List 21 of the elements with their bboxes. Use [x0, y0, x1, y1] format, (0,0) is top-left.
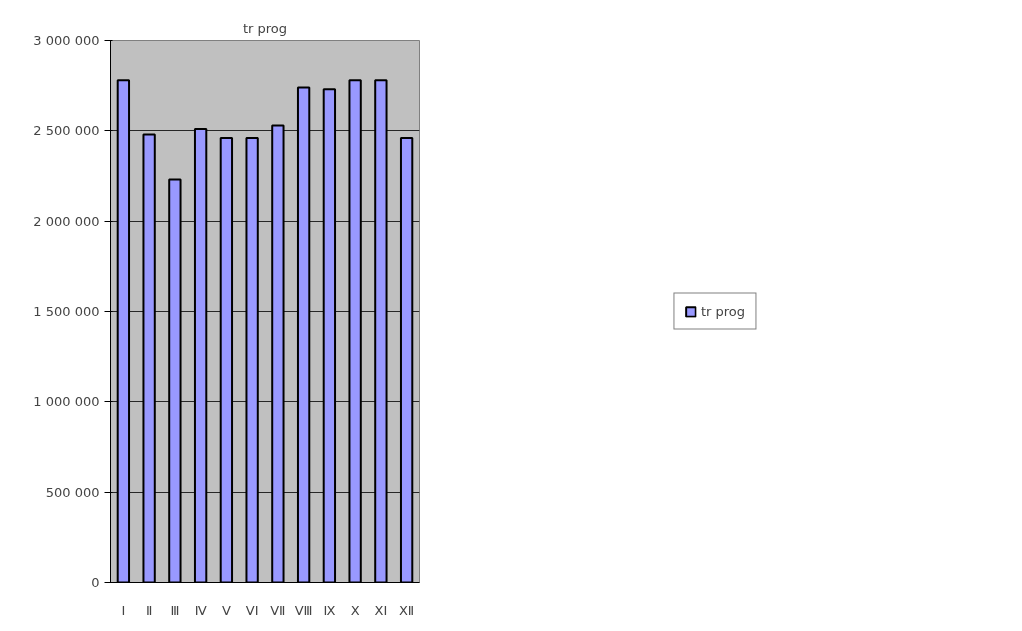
y-tick-label: 500 000 — [45, 484, 100, 500]
chart-title: tr prog — [242, 20, 288, 36]
y-tick-label: 1 500 000 — [33, 304, 100, 319]
x-tick-label: X — [350, 602, 360, 618]
x-tick-label: Ⅱ — [145, 602, 153, 618]
y-tick-label: 2 500 000 — [33, 123, 100, 139]
x-tick-label: V — [221, 602, 231, 618]
x-tick-label: VⅡ — [270, 602, 286, 618]
x-tick-label: VⅢ — [294, 602, 313, 618]
x-tick-label: Ⅲ — [170, 602, 180, 618]
x-tick-label: Ⅳ — [194, 602, 207, 618]
x-tick-label: XⅡ — [398, 602, 415, 618]
y-tick-label: 1 000 000 — [33, 394, 100, 410]
x-tick-label: I — [121, 602, 126, 618]
x-tick-label: XI — [374, 602, 388, 618]
x-tick-label: Ⅸ — [323, 602, 336, 618]
x-tick-label: VI — [245, 602, 259, 618]
y-tick-label: 3 000 000 — [33, 33, 100, 48]
y-tick-label: 0 — [91, 575, 100, 590]
y-tick-label: 2 000 000 — [33, 213, 100, 229]
legend-label: tr prog — [700, 303, 746, 319]
